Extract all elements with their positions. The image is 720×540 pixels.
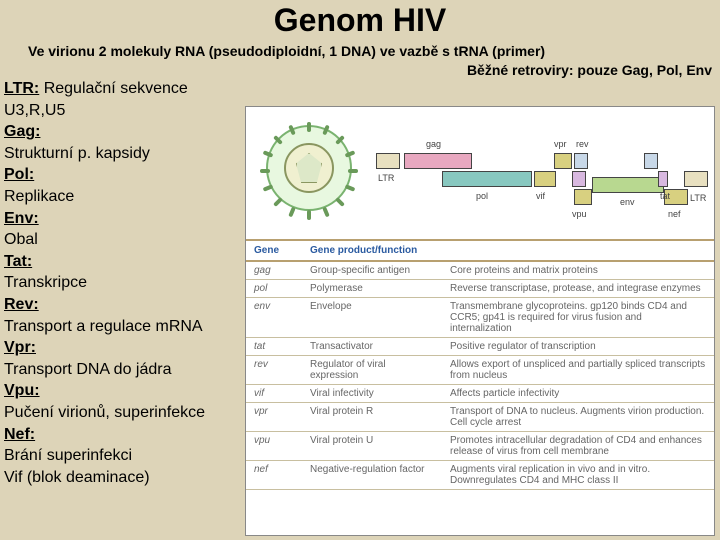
- ltr-3prime: [684, 171, 708, 187]
- table-row: tatTransactivatorPositive regulator of t…: [246, 338, 714, 356]
- gene-table: Gene Gene product/function gagGroup-spec…: [246, 241, 714, 490]
- gene-label: vpu: [572, 209, 587, 219]
- page-title: Genom HIV: [0, 0, 720, 39]
- diagram-panel: gag pol vif vprrev vpu tat nef env LTR LTR Gene G…: [245, 106, 715, 536]
- gene-gag: [404, 153, 472, 169]
- table-row: vprViral protein RTransport of DNA to nu…: [246, 403, 714, 432]
- gene-vif: [534, 171, 556, 187]
- gene-rev1: [574, 153, 588, 169]
- table-row: envEnvelopeTransmembrane glycoproteins. …: [246, 298, 714, 338]
- table-row: gagGroup-specific antigenCore proteins a…: [246, 261, 714, 280]
- gene-tat1: [572, 171, 586, 187]
- gene-label: pol: [476, 191, 488, 201]
- gene-label: tat: [660, 191, 670, 201]
- subtitle: Ve virionu 2 molekuly RNA (pseudodiploid…: [0, 39, 720, 59]
- gene-label: env: [620, 197, 635, 207]
- ltr-5prime: [376, 153, 400, 169]
- virion-icon: [266, 125, 352, 211]
- genome-diagram: gag pol vif vprrev vpu tat nef env LTR LTR: [246, 107, 714, 241]
- gene-label: vpr: [554, 139, 567, 149]
- gene-vpu: [574, 189, 592, 205]
- table-row: polPolymeraseReverse transcriptase, prot…: [246, 280, 714, 298]
- gene-label: gag: [426, 139, 441, 149]
- th-gene: Gene: [246, 241, 302, 261]
- table-row: vifViral infectivityAffects particle inf…: [246, 385, 714, 403]
- gene-label: LTR: [378, 173, 394, 183]
- gene-tat2: [658, 171, 668, 187]
- note-retroviruses: Běžné retroviry: pouze Gag, Pol, Env: [467, 62, 712, 78]
- gene-label: vif: [536, 191, 545, 201]
- gene-label: nef: [668, 209, 681, 219]
- gene-definitions: LTR: Regulační sekvenceU3,R,U5Gag:Strukt…: [4, 78, 205, 488]
- gene-vpr: [554, 153, 572, 169]
- gene-label: rev: [576, 139, 589, 149]
- th-func: Gene product/function: [302, 241, 714, 261]
- table-row: revRegulator of viral expressionAllows e…: [246, 356, 714, 385]
- table-row: nefNegative-regulation factorAugments vi…: [246, 461, 714, 490]
- genome-map: gagpolvifvprrevvputatnefenvLTRLTR: [376, 125, 702, 225]
- gene-label: LTR: [690, 193, 706, 203]
- gene-pol: [442, 171, 532, 187]
- gene-rev2: [644, 153, 658, 169]
- gene-env: [592, 177, 664, 193]
- table-row: vpuViral protein UPromotes intracellular…: [246, 432, 714, 461]
